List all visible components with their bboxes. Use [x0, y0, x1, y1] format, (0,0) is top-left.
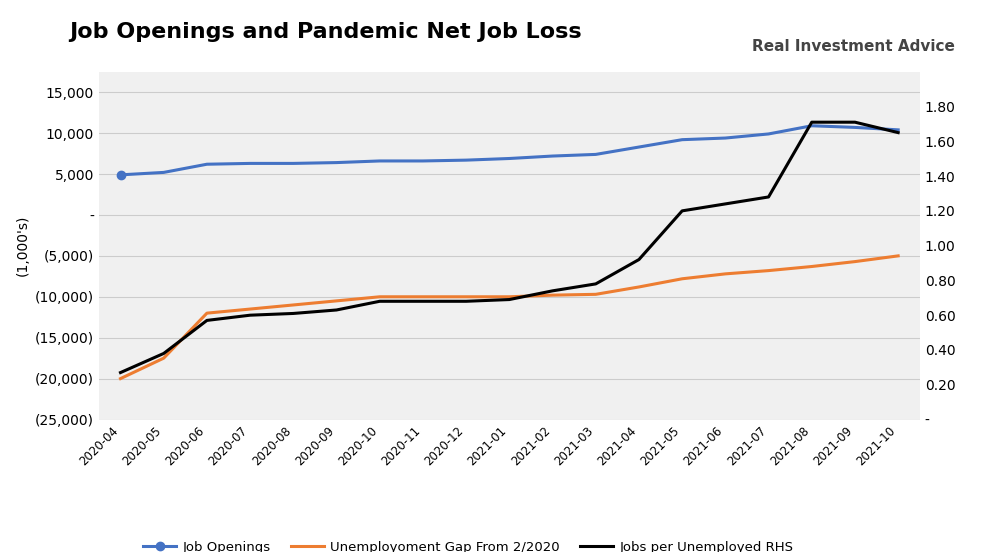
Legend: Job Openings, Unemployoment Gap From 2/2020, Jobs per Unemployed RHS: Job Openings, Unemployoment Gap From 2/2… — [138, 535, 798, 552]
Y-axis label: (1,000's): (1,000's) — [16, 215, 30, 277]
Text: Real Investment Advice: Real Investment Advice — [752, 39, 954, 54]
Text: Job Openings and Pandemic Net Job Loss: Job Openings and Pandemic Net Job Loss — [69, 22, 582, 42]
